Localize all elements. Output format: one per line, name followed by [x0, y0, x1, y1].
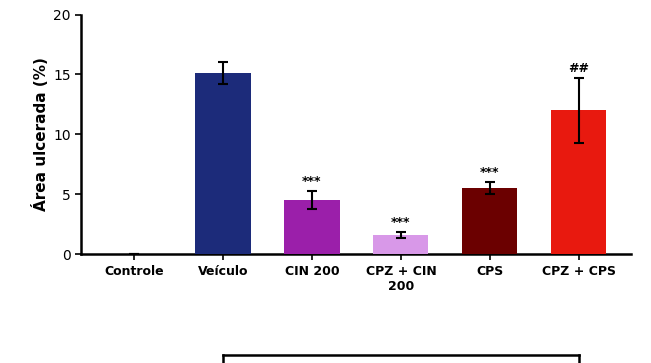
Text: ***: *** — [302, 175, 322, 188]
Text: ***: *** — [391, 216, 411, 229]
Text: ***: *** — [480, 166, 500, 179]
Y-axis label: Área ulcerada (%): Área ulcerada (%) — [32, 57, 49, 211]
Bar — [373, 235, 428, 254]
Bar — [462, 188, 518, 254]
Bar — [195, 73, 251, 254]
Text: ##: ## — [568, 62, 589, 75]
Bar — [284, 200, 340, 254]
Bar — [551, 110, 607, 254]
